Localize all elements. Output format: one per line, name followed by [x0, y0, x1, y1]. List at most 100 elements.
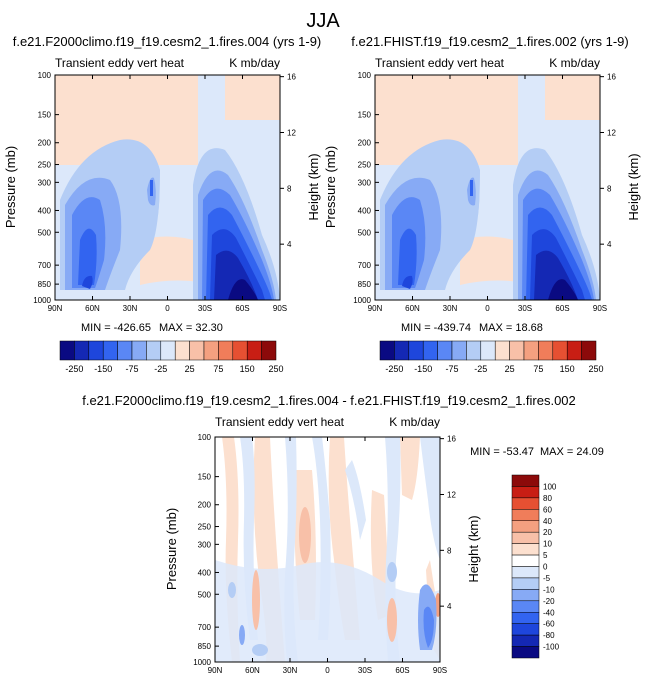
colorbar-swatch: [379, 340, 395, 361]
colorbar-swatch: [494, 340, 510, 361]
colorbar-label: -20: [543, 597, 555, 606]
colorbar-swatch: [523, 340, 539, 361]
y-tick-label: 850: [38, 280, 52, 289]
y-right-tick-label: 16: [607, 73, 616, 82]
y-tick-label: 200: [358, 139, 372, 148]
panel-2-ylabel-right: Height (km): [626, 153, 641, 220]
colorbar-swatch: [131, 340, 147, 361]
colorbar-swatch: [451, 340, 467, 361]
colorbar-label: 75: [533, 364, 543, 374]
panel-3-subtitle-left: Transient eddy vert heat: [215, 415, 345, 429]
colorbar-label: 150: [240, 364, 255, 374]
colorbar-swatch: [174, 340, 190, 361]
panel-2-nh-contour-4: [398, 228, 417, 285]
x-tick-label: 90N: [208, 666, 223, 675]
colorbar-label: 20: [543, 528, 552, 537]
y-tick-label: 150: [358, 111, 372, 120]
y-right-tick-label: 8: [287, 184, 292, 193]
panel-3-ylabel-right: Height (km): [466, 515, 481, 582]
colorbar-swatch: [102, 340, 118, 361]
panel-1-field: [55, 75, 280, 300]
colorbar-swatch: [511, 646, 540, 659]
colorbar-swatch: [511, 543, 540, 556]
panel-2-ylabel: Pressure (mb): [323, 146, 338, 228]
y-right-tick-label: 4: [447, 602, 452, 611]
y-tick-label: 300: [38, 178, 52, 187]
y-tick-label: 300: [198, 540, 212, 549]
panel-2-strat-positive-sh: [545, 75, 600, 120]
x-tick-label: 90S: [593, 304, 607, 313]
y-tick-label: 850: [358, 280, 372, 289]
colorbar-swatch: [437, 340, 453, 361]
y-tick-label: 100: [38, 71, 52, 80]
x-tick-label: 30N: [123, 304, 138, 313]
colorbar-label: -25: [474, 364, 487, 374]
colorbar-label: -10: [543, 585, 555, 594]
panel-2-max-label: MAX = 18.68: [479, 322, 543, 334]
colorbar-swatch: [218, 340, 234, 361]
panel-1-ylabel-right: Height (km): [306, 153, 321, 220]
y-tick-label: 400: [358, 206, 372, 215]
panel-1-subtitle-right: K mb/day: [229, 56, 280, 70]
colorbar-swatch: [509, 340, 525, 361]
x-tick-label: 90S: [433, 666, 447, 675]
panel-3-pos-patch-3: [387, 598, 397, 642]
colorbar-swatch: [511, 589, 540, 602]
colorbar-swatch: [189, 340, 205, 361]
x-tick-label: 60N: [405, 304, 420, 313]
panel-2-colorbar: -250 -150 -75 -25 25 75 150 250: [379, 340, 604, 374]
colorbar-label: 40: [543, 517, 552, 526]
y-right-tick-label: 4: [607, 240, 612, 249]
colorbar-label: -60: [543, 620, 555, 629]
colorbar-label: -75: [125, 364, 138, 374]
colorbar-swatch: [117, 340, 133, 361]
colorbar-swatch: [394, 340, 410, 361]
y-right-tick-label: 8: [447, 546, 452, 555]
panel-2-subtitle-right: K mb/day: [549, 56, 600, 70]
panel-3-field: [215, 437, 440, 662]
y-tick-label: 150: [198, 473, 212, 482]
colorbar-swatch: [511, 486, 540, 499]
panel-1-axes: 90N 60N 30N 0 30S 60S 90S 100 150 200 250 300 400 500…: [33, 71, 296, 313]
panel-3-neg-patch-2: [423, 606, 434, 648]
panel-1-nh-contour-4: [78, 228, 97, 285]
panel-3-colorbar: 100 80 60 40 20 10 5 0 -5 -10 -20 -40 -60 -80 -100: [511, 474, 560, 659]
y-tick-label: 700: [358, 261, 372, 270]
colorbar-swatch: [88, 340, 104, 361]
panel-3-neg-strip-4: [345, 460, 366, 540]
colorbar-swatch: [59, 340, 75, 361]
panel-3-pos-strip-6: [400, 437, 420, 500]
x-tick-label: 60N: [245, 666, 260, 675]
colorbar-label: 100: [543, 482, 557, 491]
x-tick-label: 30S: [358, 666, 372, 675]
panel-1-title: f.e21.F2000climo.f19_f19.cesm2_1.fires.0…: [13, 34, 322, 49]
panel-3-max-label: MAX = 24.09: [540, 446, 604, 458]
colorbar-label: 5: [543, 551, 548, 560]
colorbar-label: 150: [560, 364, 575, 374]
y-tick-label: 1000: [193, 658, 211, 667]
colorbar-label: -80: [543, 631, 555, 640]
panel-2-subtitle-left: Transient eddy vert heat: [375, 56, 505, 70]
panel-1-min-label: MIN = -426.65: [81, 322, 151, 334]
colorbar-swatch: [511, 623, 540, 636]
x-tick-label: 0: [485, 304, 490, 313]
x-tick-label: 60S: [235, 304, 249, 313]
panel-1-max-label: MAX = 32.30: [159, 322, 223, 334]
panel-3-axes: 90N 60N 30N 0 30S 60S 90S 100 150 200 250 300 400 500…: [193, 433, 456, 675]
y-tick-label: 400: [198, 568, 212, 577]
x-tick-label: 30N: [443, 304, 458, 313]
panel-3-pos-patch-1: [299, 507, 311, 563]
x-tick-label: 30S: [198, 304, 212, 313]
colorbar-swatch: [511, 509, 540, 521]
panel-2-min-label: MIN = -439.74: [401, 322, 471, 334]
colorbar-swatch: [511, 531, 540, 544]
colorbar-label: -150: [414, 364, 432, 374]
y-tick-label: 250: [38, 161, 52, 170]
panel-2-positive-tropics: [460, 236, 520, 285]
y-right-tick-label: 16: [287, 73, 296, 82]
colorbar-swatch: [74, 340, 90, 361]
panel-3-subtitle-right: K mb/day: [389, 415, 440, 429]
colorbar-swatch: [160, 340, 176, 361]
x-tick-label: 90N: [368, 304, 383, 313]
